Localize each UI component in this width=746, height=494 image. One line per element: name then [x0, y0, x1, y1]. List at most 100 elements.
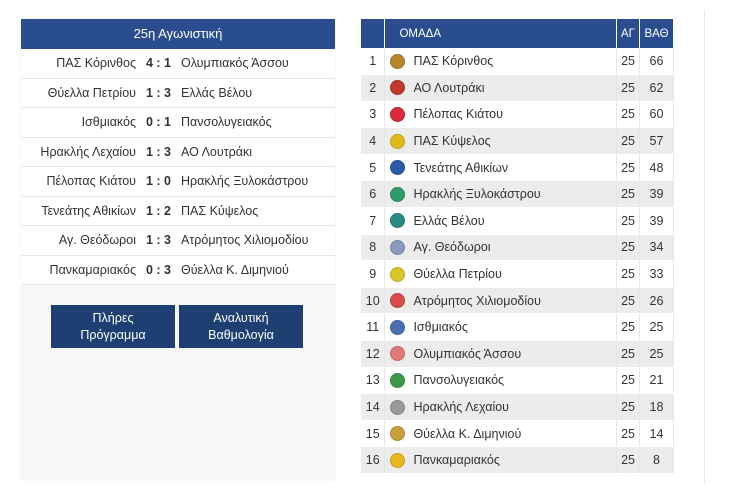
standings-row[interactable]: 4 ΠΑΣ Κύψελος 25 57: [361, 127, 674, 155]
games-played: 25: [616, 260, 641, 288]
games-played: 25: [616, 340, 641, 368]
away-team: Ολυμπιακός Άσσου: [181, 56, 289, 71]
standings-row[interactable]: 2 ΑΟ Λουτράκι 25 62: [361, 74, 674, 102]
team-name[interactable]: Τενεάτης Αθικίων: [413, 160, 509, 175]
away-team: Θύελλα Κ. Διμηνιού: [181, 262, 289, 277]
team-crest-icon: [390, 426, 406, 442]
match-score: 1 : 3: [145, 233, 171, 248]
standings-row[interactable]: 12 Ολυμπιακός Άσσου 25 25: [361, 340, 674, 368]
team-cell[interactable]: ΠΑΣ Κόρινθος: [384, 48, 618, 76]
detailed-standings-button-line2: Βαθμολογία: [208, 327, 274, 342]
standings-row[interactable]: 13 Πανσολυγειακός 25 21: [361, 367, 674, 395]
standings-row[interactable]: 1 ΠΑΣ Κόρινθος 25 66: [361, 48, 674, 76]
standings-row[interactable]: 15 Θύελλα Κ. Διμηνιού 25 14: [361, 420, 674, 448]
home-team: Ηρακλής Λεχαίου: [40, 144, 136, 159]
team-crest-icon: [390, 452, 406, 468]
result-row[interactable]: ΠΑΣ Κόρινθος 4 : 1 Ολυμπιακός Άσσου: [21, 49, 335, 79]
team-cell[interactable]: Πανσολυγειακός: [384, 367, 618, 395]
away-team: Πανσολυγειακός: [181, 115, 272, 130]
team-name[interactable]: Ολυμπιακός Άσσου: [413, 346, 522, 361]
results-list: ΠΑΣ Κόρινθος 4 : 1 Ολυμπιακός Άσσου Θύελλα …: [21, 49, 335, 285]
games-played: 25: [616, 420, 641, 448]
team-cell[interactable]: Ελλάς Βέλου: [384, 207, 618, 235]
team-name[interactable]: Θύελλα Κ. Διμηνιού: [413, 426, 522, 441]
round-results-panel: 25η Αγωνιστική ΠΑΣ Κόρινθος 4 : 1 Ολυμπιακ…: [21, 19, 335, 480]
team-cell[interactable]: Ηρακλής Λεχαίου: [384, 393, 618, 421]
home-team: Τενεάτης Αθικίων: [41, 203, 136, 218]
team-points: 33: [639, 260, 674, 288]
team-name[interactable]: ΠΑΣ Κόρινθος: [413, 54, 494, 69]
result-row[interactable]: Αγ. Θεόδωροι 1 : 3 Ατρόμητος Χιλιομοδίου: [21, 226, 335, 256]
standings-row[interactable]: 10 Ατρόμητος Χιλιομοδίου 25 26: [361, 287, 674, 315]
team-cell[interactable]: Πανκαμαριακός: [384, 446, 618, 474]
team-name[interactable]: Ατρόμητος Χιλιομοδίου: [413, 293, 541, 308]
team-name[interactable]: Ισθμιακός: [413, 320, 468, 335]
team-cell[interactable]: Πέλοπας Κιάτου: [384, 101, 618, 129]
result-row[interactable]: Ηρακλής Λεχαίου 1 : 3 ΑΟ Λουτράκι: [21, 138, 335, 167]
result-row[interactable]: Ισθμιακός 0 : 1 Πανσολυγειακός: [21, 108, 335, 138]
team-cell[interactable]: Ισθμιακός: [384, 313, 618, 342]
team-name[interactable]: ΑΟ Λουτράκι: [413, 80, 485, 95]
team-position: 9: [361, 260, 386, 288]
team-cell[interactable]: ΠΑΣ Κύψελος: [384, 127, 618, 155]
standings-row[interactable]: 6 Ηρακλής Ξυλοκάστρου 25 39: [361, 180, 674, 209]
standings-row[interactable]: 9 Θύελλα Πετρίου 25 33: [361, 260, 674, 288]
result-row[interactable]: Πανκαμαριακός 0 : 3 Θύελλα Κ. Διμηνιού: [21, 256, 335, 285]
standings-row[interactable]: 8 Αγ. Θεόδωροι 25 34: [361, 234, 674, 262]
games-played: 25: [616, 127, 641, 155]
match-score: 0 : 1: [145, 115, 171, 130]
match-score: 1 : 3: [145, 85, 171, 100]
result-row[interactable]: Θύελλα Πετρίου 1 : 3 Ελλάς Βέλου: [21, 79, 335, 108]
team-name[interactable]: Ελλάς Βέλου: [413, 213, 485, 228]
team-crest-icon: [390, 372, 406, 388]
team-position: 14: [361, 393, 386, 421]
team-cell[interactable]: Ατρόμητος Χιλιομοδίου: [384, 287, 618, 315]
standings-row[interactable]: 5 Τενεάτης Αθικίων 25 48: [361, 154, 674, 182]
team-cell[interactable]: Αγ. Θεόδωροι: [384, 234, 618, 262]
standings-row[interactable]: 3 Πέλοπας Κιάτου 25 60: [361, 101, 674, 129]
games-played: 25: [616, 234, 641, 262]
team-cell[interactable]: Ηρακλής Ξυλοκάστρου: [384, 180, 618, 209]
detailed-standings-button-line1: Αναλυτική: [213, 310, 269, 325]
team-position: 15: [361, 420, 386, 448]
team-name[interactable]: Πέλοπας Κιάτου: [413, 107, 503, 122]
team-name[interactable]: ΠΑΣ Κύψελος: [413, 134, 491, 149]
team-cell[interactable]: Θύελλα Πετρίου: [384, 260, 618, 288]
standings-row[interactable]: 7 Ελλάς Βέλου 25 39: [361, 207, 674, 235]
team-position: 2: [361, 74, 386, 102]
full-schedule-button[interactable]: Πλήρες Πρόγραμμα: [51, 305, 175, 348]
standings-table: ΟΜΑΔΑ ΑΓ ΒΑΘ 1 ΠΑΣ Κόρινθος 25 66 2 ΑΟ Λουτρά…: [361, 19, 674, 474]
home-team: Ισθμιακός: [81, 115, 136, 130]
standings-row[interactable]: 14 Ηρακλής Λεχαίου 25 18: [361, 393, 674, 421]
team-position: 3: [361, 101, 386, 129]
team-name[interactable]: Θύελλα Πετρίου: [413, 267, 502, 282]
games-played: 25: [616, 393, 641, 421]
team-name[interactable]: Ηρακλής Ξυλοκάστρου: [413, 187, 541, 202]
home-team: Πέλοπας Κιάτου: [46, 174, 137, 189]
away-team: Ηρακλής Ξυλοκάστρου: [181, 174, 309, 189]
home-team: Θύελλα Πετρίου: [47, 85, 136, 100]
standings-row[interactable]: 11 Ισθμιακός 25 25: [361, 313, 674, 342]
games-played: 25: [616, 48, 641, 76]
team-name[interactable]: Πανκαμαριακός: [413, 453, 500, 468]
games-played: 25: [616, 101, 641, 129]
team-points: 21: [639, 367, 674, 395]
team-crest-icon: [390, 133, 406, 149]
team-cell[interactable]: Ολυμπιακός Άσσου: [384, 340, 618, 368]
team-crest-icon: [390, 239, 406, 255]
result-row[interactable]: Τενεάτης Αθικίων 1 : 2 ΠΑΣ Κύψελος: [21, 197, 335, 226]
team-cell[interactable]: ΑΟ Λουτράκι: [384, 74, 618, 102]
team-cell[interactable]: Θύελλα Κ. Διμηνιού: [384, 420, 618, 448]
games-played: 25: [616, 154, 641, 182]
team-position: 12: [361, 340, 386, 368]
team-name[interactable]: Πανσολυγειακός: [413, 373, 505, 388]
result-row[interactable]: Πέλοπας Κιάτου 1 : 0 Ηρακλής Ξυλοκάστρου: [21, 167, 335, 197]
team-cell[interactable]: Τενεάτης Αθικίων: [384, 154, 618, 182]
button-area: Πλήρες Πρόγραμμα Αναλυτική Βαθμολογία: [51, 305, 303, 348]
team-name[interactable]: Αγ. Θεόδωροι: [413, 240, 491, 255]
team-points: 66: [639, 48, 674, 76]
detailed-standings-button[interactable]: Αναλυτική Βαθμολογία: [179, 305, 303, 348]
standings-row[interactable]: 16 Πανκαμαριακός 25 8: [361, 446, 674, 474]
team-name[interactable]: Ηρακλής Λεχαίου: [413, 400, 510, 415]
team-position: 8: [361, 234, 386, 262]
